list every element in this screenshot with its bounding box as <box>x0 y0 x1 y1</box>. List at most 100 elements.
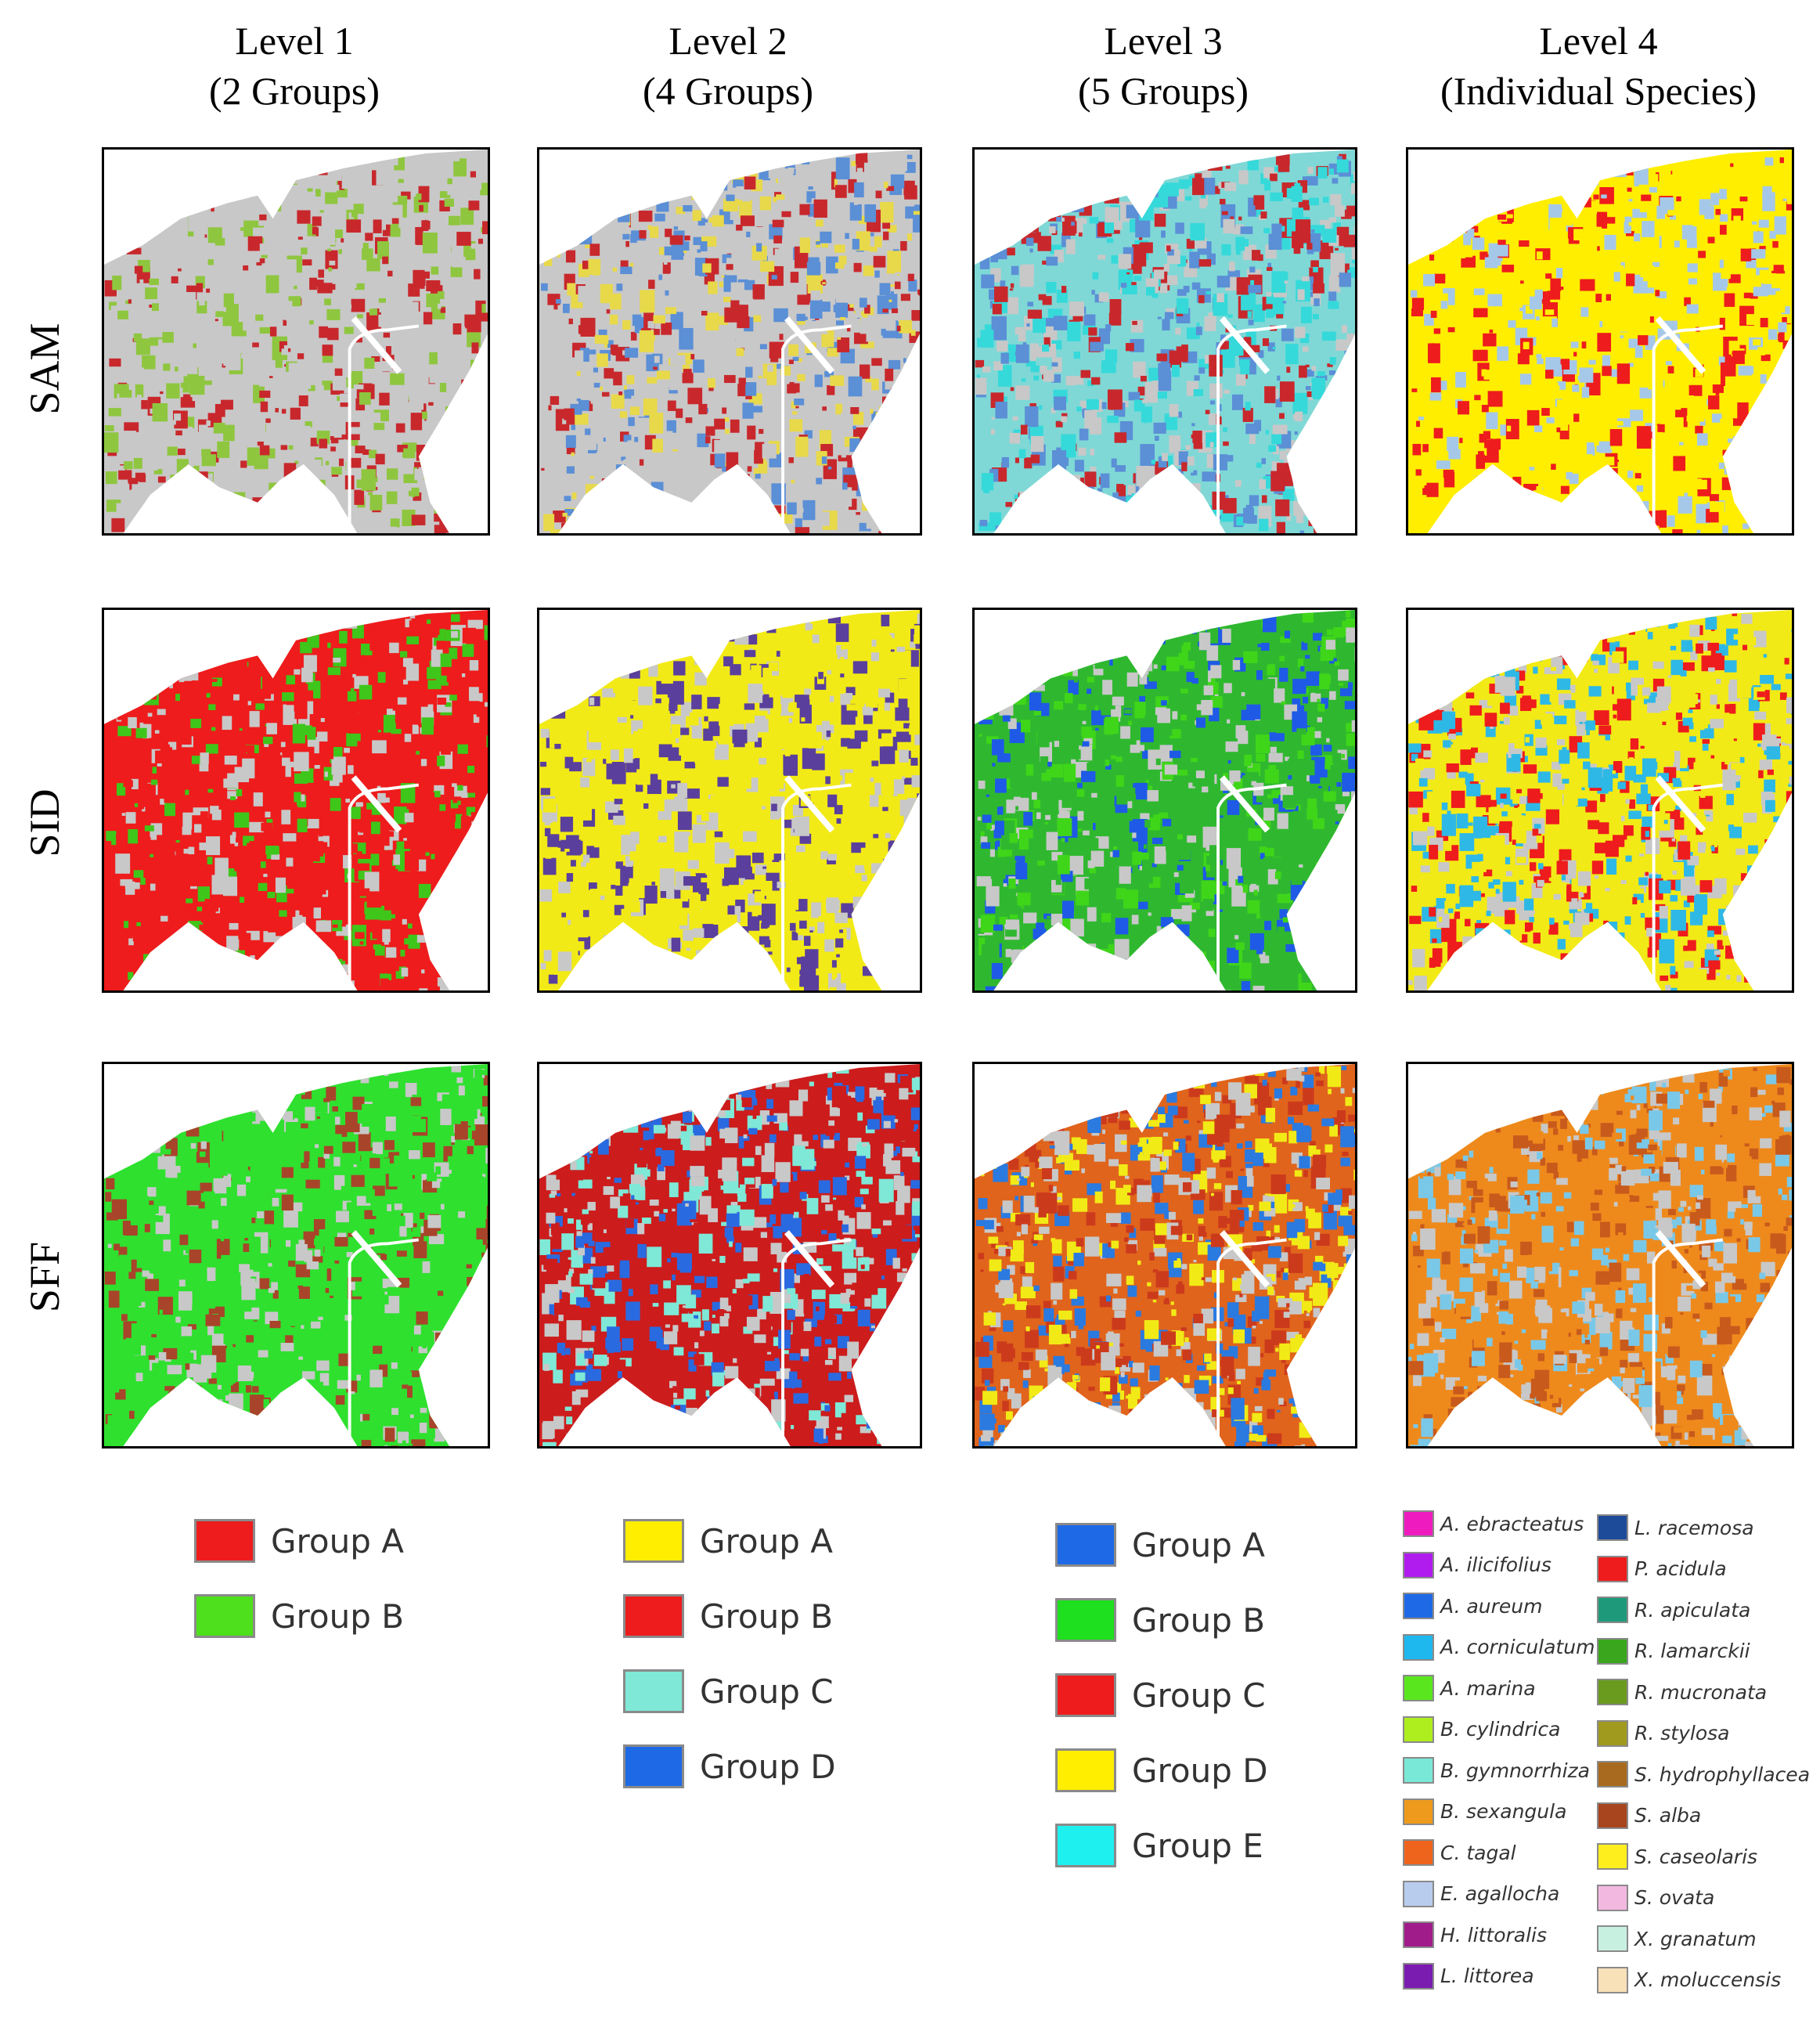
legend-label: P. acidula <box>1634 1557 1727 1581</box>
legend-label: L. racemosa <box>1634 1516 1754 1539</box>
legend-label: Group C <box>1132 1676 1266 1715</box>
legend-item: A. corniculatum <box>1403 1627 1595 1669</box>
legend-label: B. gymnorrhiza <box>1440 1759 1590 1782</box>
legend-label: X. moluccensis <box>1634 1968 1782 1992</box>
legend-swatch <box>1403 1716 1434 1743</box>
legend-level-1: Group A Group B <box>194 1503 404 1654</box>
legend-item: B. cylindrica <box>1403 1709 1595 1751</box>
classification-map-sff-level-1 <box>102 1062 490 1449</box>
row-header-sid: SID <box>21 788 68 857</box>
legend-item: L. racemosa <box>1597 1507 1810 1549</box>
classification-map-sid-level-2 <box>537 608 922 993</box>
legend-item: S. alba <box>1597 1795 1810 1837</box>
legend-item: Group C <box>1055 1658 1268 1733</box>
legend-label: Group B <box>1132 1600 1266 1640</box>
classification-map-sff-level-2 <box>537 1062 922 1449</box>
legend-item: R. apiculata <box>1597 1589 1810 1631</box>
legend-label: B. cylindrica <box>1440 1718 1561 1741</box>
legend-label: A. corniculatum <box>1440 1636 1595 1659</box>
legend-label: H. littoralis <box>1440 1923 1547 1946</box>
legend-label: X. granatum <box>1634 1927 1757 1950</box>
legend-swatch <box>1055 1824 1116 1867</box>
legend-level-4-left: A. ebracteatus A. ilicifolius A. aureum A. … <box>1403 1503 1595 1997</box>
row-header-sff: SFF <box>21 1241 68 1313</box>
column-header-title: Level 1 <box>235 19 354 63</box>
legend-label: L. littorea <box>1440 1964 1534 1988</box>
legend-item: X. granatum <box>1597 1918 1810 1960</box>
classification-map-sid-level-4 <box>1406 608 1794 993</box>
legend-label: Group E <box>1132 1826 1263 1865</box>
legend-item: S. caseolaris <box>1597 1836 1810 1878</box>
column-header-level-2: Level 2 (4 Groups) <box>509 16 947 116</box>
column-header-level-1: Level 1 (2 Groups) <box>75 16 514 116</box>
legend-level-2: Group A Group B Group C Group D <box>623 1503 836 1804</box>
legend-item: Group D <box>623 1729 836 1804</box>
legend-item: L. littorea <box>1403 1956 1595 1997</box>
legend-label: S. alba <box>1634 1804 1702 1827</box>
legend-item: X. moluccensis <box>1597 1960 1810 2001</box>
column-header-title: Level 4 <box>1539 19 1658 63</box>
legend-label: S. hydrophyllacea <box>1634 1762 1811 1786</box>
legend-swatch <box>1403 1633 1434 1661</box>
legend-swatch <box>1403 1921 1434 1949</box>
legend-item: B. sexangula <box>1403 1791 1595 1833</box>
legend-level-4-right: L. racemosa P. acidula R. apiculata R. lama… <box>1597 1507 1810 2001</box>
column-header-subtitle: (Individual Species) <box>1440 69 1757 113</box>
classification-map-sff-level-3 <box>972 1062 1357 1449</box>
legend-label: S. caseolaris <box>1634 1845 1758 1868</box>
legend-swatch <box>623 1744 684 1788</box>
legend-label: A. aureum <box>1440 1594 1543 1618</box>
legend-item: Group C <box>623 1654 836 1729</box>
legend-item: C. tagal <box>1403 1832 1595 1874</box>
legend-swatch <box>1055 1598 1116 1642</box>
legend-label: B. sexangula <box>1440 1800 1567 1824</box>
legend-swatch <box>1403 1675 1434 1702</box>
legend-item: B. gymnorrhiza <box>1403 1750 1595 1791</box>
legend-swatch <box>1403 1510 1434 1538</box>
legend-label: R. mucronata <box>1634 1680 1768 1704</box>
legend-swatch <box>1597 1843 1628 1871</box>
legend-item: Group B <box>1055 1582 1268 1658</box>
column-header-level-4: Level 4 (Individual Species) <box>1379 16 1818 116</box>
column-header-title: Level 3 <box>1104 19 1223 63</box>
legend-swatch <box>1403 1839 1434 1867</box>
legend-label: Group B <box>700 1596 834 1636</box>
legend-item: A. ebracteatus <box>1403 1503 1595 1545</box>
legend-level-3: Group A Group B Group C Group D Group E <box>1055 1507 1268 1883</box>
legend-item: R. lamarckii <box>1597 1631 1810 1672</box>
legend-item: R. stylosa <box>1597 1713 1810 1755</box>
legend-label: Group A <box>271 1521 404 1560</box>
legend-swatch <box>1403 1962 1434 1990</box>
legend-label: R. lamarckii <box>1634 1640 1750 1663</box>
legend-item: S. hydrophyllacea <box>1597 1754 1810 1795</box>
legend-swatch <box>1597 1637 1628 1665</box>
legend-swatch <box>623 1519 684 1563</box>
legend-swatch <box>1055 1523 1116 1567</box>
legend-item: A. aureum <box>1403 1586 1595 1627</box>
legend-label: Group A <box>700 1521 833 1560</box>
legend-swatch <box>1597 1966 1628 1993</box>
column-header-title: Level 2 <box>669 19 787 63</box>
legend-swatch <box>1597 1802 1628 1829</box>
legend-label: Group D <box>1132 1751 1268 1790</box>
legend-label: R. apiculata <box>1634 1598 1751 1622</box>
legend-item: Group A <box>194 1503 404 1578</box>
classification-map-sam-level-4 <box>1406 147 1794 536</box>
legend-item: A. marina <box>1403 1668 1595 1709</box>
legend-swatch <box>1403 1551 1434 1578</box>
legend-swatch <box>194 1594 255 1638</box>
legend-swatch <box>1403 1757 1434 1784</box>
legend-swatch <box>1403 1593 1434 1620</box>
classification-map-sam-level-2 <box>537 147 922 536</box>
legend-swatch <box>1597 1719 1628 1747</box>
legend-label: R. stylosa <box>1634 1722 1730 1745</box>
legend-swatch <box>1403 1880 1434 1907</box>
legend-label: Group D <box>700 1747 836 1786</box>
legend-label: S. ovata <box>1634 1886 1715 1910</box>
classification-map-sid-level-1 <box>102 608 490 993</box>
legend-item: S. ovata <box>1597 1878 1810 1919</box>
legend-item: R. mucronata <box>1597 1672 1810 1713</box>
legend-item: Group B <box>623 1578 836 1654</box>
legend-label: A. ebracteatus <box>1440 1512 1584 1535</box>
legend-item: Group B <box>194 1578 404 1654</box>
